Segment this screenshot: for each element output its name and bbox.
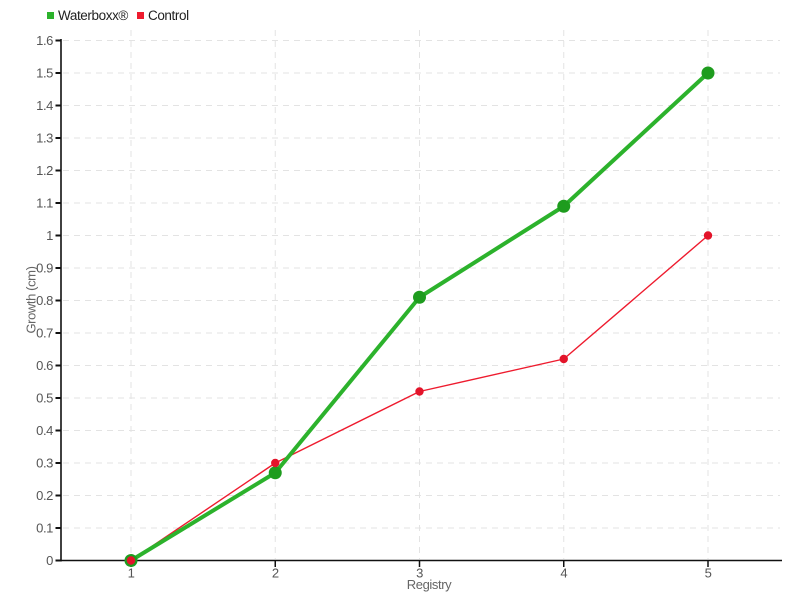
data-point-control: [703, 231, 713, 240]
legend-label: Control: [147, 8, 189, 23]
y-tick-label: 0: [46, 553, 53, 568]
x-tick-label: 3: [416, 566, 423, 581]
y-tick-label: 0.9: [36, 261, 53, 276]
legend-item-waterboxx: Waterboxx®: [47, 8, 128, 23]
data-point-waterboxx: [701, 66, 715, 80]
y-tick-label: 0.6: [36, 358, 53, 373]
data-point-waterboxx: [413, 290, 426, 304]
y-axis-title: Growth (cm): [23, 266, 39, 334]
y-tick-label: 0.5: [36, 391, 53, 406]
x-axis-title: Registry: [406, 577, 452, 592]
y-tick-label: 0.7: [36, 326, 53, 341]
data-point-control: [559, 354, 568, 364]
y-tick-label: 0.2: [36, 488, 53, 503]
y-tick-label: 0.1: [36, 521, 53, 536]
legend-label: Waterboxx®: [58, 8, 128, 23]
legend-swatch-control: [136, 12, 144, 19]
data-point-control: [415, 387, 424, 396]
y-tick-label: 1.5: [36, 66, 53, 81]
y-tick-label: 1: [46, 228, 53, 243]
x-tick-label: 4: [560, 566, 567, 581]
data-point-waterboxx: [557, 199, 571, 213]
data-point-control: [126, 556, 136, 565]
y-tick-label: 0.3: [36, 456, 53, 471]
y-tick-label: 1.2: [36, 163, 53, 178]
x-tick-label: 2: [272, 566, 279, 581]
data-point-control: [271, 458, 280, 468]
x-tick-label: 5: [705, 566, 712, 581]
y-tick-label: 0.4: [36, 423, 53, 438]
x-tick-label: 1: [128, 566, 135, 581]
legend-item-control: Control: [136, 8, 189, 23]
y-tick-label: 1.6: [36, 33, 53, 48]
y-tick-label: 1.3: [36, 131, 53, 146]
y-tick-label: 1.1: [36, 196, 53, 211]
y-tick-label: 1.4: [36, 98, 53, 113]
legend-swatch-waterboxx: [47, 12, 54, 19]
data-point-waterboxx: [268, 466, 282, 480]
y-tick-label: 0.8: [36, 293, 53, 308]
legend: Waterboxx® Control: [47, 8, 189, 23]
